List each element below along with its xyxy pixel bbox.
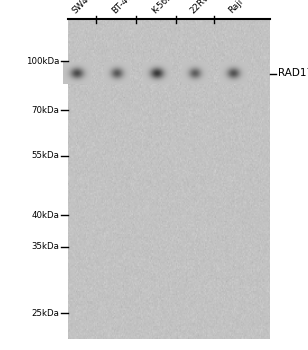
Text: 35kDa: 35kDa	[31, 242, 59, 251]
Text: 22Rv1: 22Rv1	[188, 0, 214, 15]
Text: 55kDa: 55kDa	[31, 151, 59, 160]
Text: 40kDa: 40kDa	[31, 211, 59, 220]
Text: RAD17: RAD17	[278, 69, 308, 78]
Text: BT-474: BT-474	[110, 0, 138, 15]
Text: 100kDa: 100kDa	[26, 57, 59, 66]
Text: K-562: K-562	[150, 0, 174, 15]
Text: 25kDa: 25kDa	[31, 309, 59, 318]
Text: 70kDa: 70kDa	[31, 106, 59, 115]
Text: Raji: Raji	[227, 0, 245, 15]
Text: SW480: SW480	[70, 0, 98, 15]
